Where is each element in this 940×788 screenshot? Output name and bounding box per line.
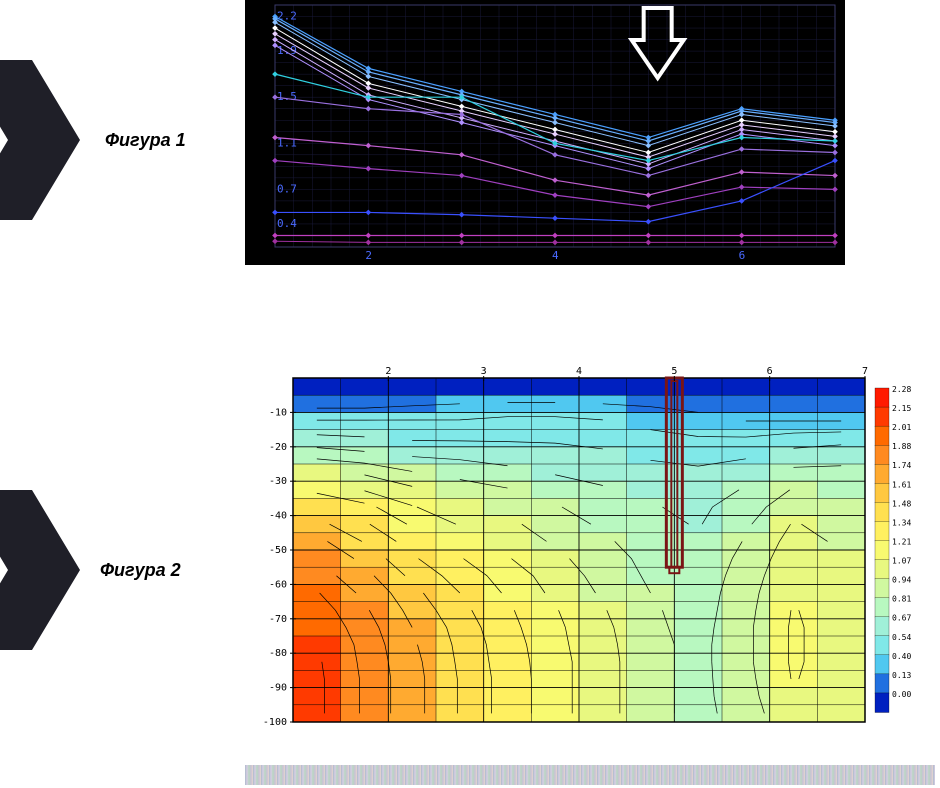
- svg-text:-100: -100: [263, 717, 287, 728]
- figure-1-label: Фигура 1: [105, 130, 186, 151]
- svg-text:0.00: 0.00: [892, 690, 911, 699]
- svg-text:1.34: 1.34: [892, 518, 911, 527]
- svg-text:-70: -70: [269, 614, 287, 625]
- svg-text:1.21: 1.21: [892, 537, 911, 546]
- svg-text:2: 2: [365, 249, 372, 262]
- svg-text:4: 4: [576, 366, 582, 377]
- svg-text:1.61: 1.61: [892, 480, 911, 489]
- svg-text:1.48: 1.48: [892, 499, 911, 508]
- line-chart-figure-1: 2.21.91.51.10.70.4246: [245, 0, 845, 265]
- chevron-figure-2: [0, 490, 80, 650]
- noise-strip: [245, 765, 935, 785]
- svg-text:7: 7: [862, 366, 868, 377]
- svg-text:6: 6: [739, 249, 746, 262]
- svg-text:0.67: 0.67: [892, 614, 911, 623]
- svg-text:0.81: 0.81: [892, 595, 911, 604]
- svg-text:0.7: 0.7: [277, 182, 297, 195]
- svg-text:0.94: 0.94: [892, 576, 911, 585]
- svg-text:1.88: 1.88: [892, 442, 911, 451]
- svg-text:1.5: 1.5: [277, 90, 297, 103]
- svg-text:-20: -20: [269, 442, 287, 453]
- svg-text:-80: -80: [269, 648, 287, 659]
- svg-text:0.13: 0.13: [892, 671, 911, 680]
- svg-text:3: 3: [481, 366, 487, 377]
- svg-text:-30: -30: [269, 476, 287, 487]
- svg-text:2: 2: [385, 366, 391, 377]
- heatmap-figure-2: 2 3 4 5 6 7 -10 -20 -30 -40 -50 -60 -70 -80 -90 -100 2.2…: [245, 360, 935, 730]
- svg-text:6: 6: [767, 366, 773, 377]
- svg-text:5: 5: [671, 366, 677, 377]
- figure-2-label: Фигура 2: [100, 560, 181, 581]
- svg-text:0.40: 0.40: [892, 652, 911, 661]
- svg-text:0.54: 0.54: [892, 633, 911, 642]
- chevron-figure-1: [0, 60, 80, 220]
- svg-text:2.2: 2.2: [277, 10, 297, 23]
- svg-text:-40: -40: [269, 511, 287, 522]
- svg-text:2.01: 2.01: [892, 423, 911, 432]
- svg-text:-50: -50: [269, 545, 287, 556]
- svg-text:1.74: 1.74: [892, 461, 911, 470]
- svg-text:0.4: 0.4: [277, 217, 297, 230]
- svg-text:4: 4: [552, 249, 559, 262]
- svg-text:-90: -90: [269, 683, 287, 694]
- svg-text:-60: -60: [269, 579, 287, 590]
- svg-text:-10: -10: [269, 407, 287, 418]
- svg-text:2.28: 2.28: [892, 385, 911, 394]
- svg-text:1.07: 1.07: [892, 557, 911, 566]
- svg-text:2.15: 2.15: [892, 404, 911, 413]
